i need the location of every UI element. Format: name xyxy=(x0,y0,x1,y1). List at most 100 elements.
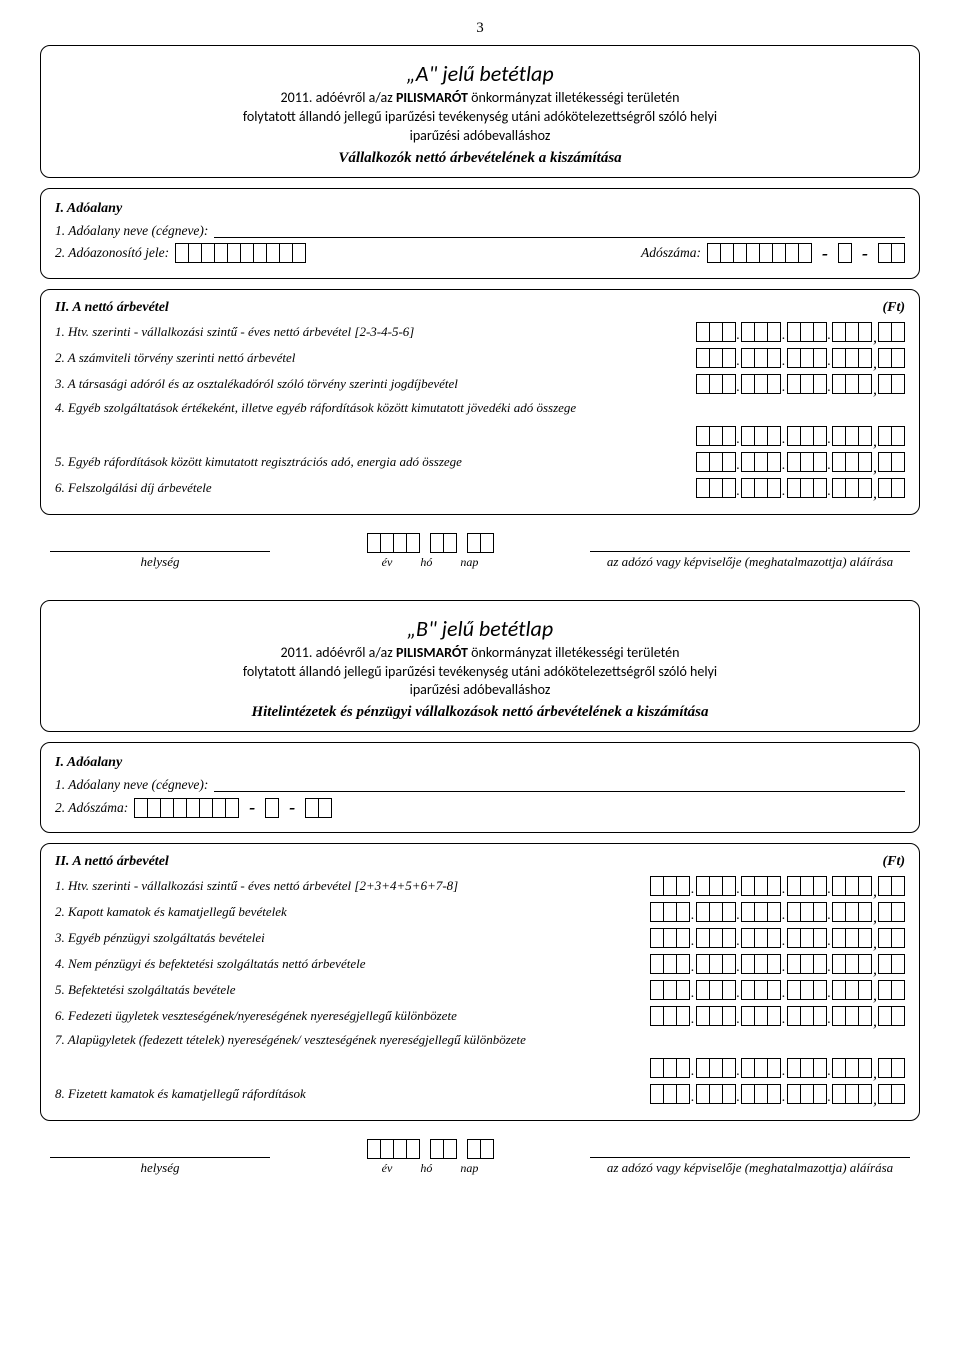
form-a-section1: I. Adóalany 1. Adóalany neve (cégneve): … xyxy=(40,188,920,279)
sig-place: helység xyxy=(50,554,270,570)
value-row: 4. Nem pénzügyi és befektetési szolgálta… xyxy=(55,954,905,974)
form-a-section2: II. A nettó árbevétel (Ft) 1. Htv. szeri… xyxy=(40,289,920,515)
value-row: 3. A társasági adóról és az osztalékadór… xyxy=(55,374,905,394)
value-row: 7. Alapügyletek (fedezett tételek) nyere… xyxy=(55,1032,905,1048)
sig-signer: az adózó vagy képviselője (meghatalmazot… xyxy=(590,1160,910,1176)
tax-boxes-1[interactable] xyxy=(134,798,239,818)
row-label: 1. Htv. szerinti - vállalkozási szintű -… xyxy=(55,878,640,894)
s1-heading: I. Adóalany xyxy=(55,201,905,217)
s2-heading: II. A nettó árbevétel xyxy=(55,300,169,316)
amount-boxes[interactable]: ..., xyxy=(696,348,906,368)
name-field[interactable]: 1. Adóalany neve (cégneve): xyxy=(55,777,905,793)
amount-boxes[interactable]: ...., xyxy=(650,1058,905,1078)
s2-heading: II. A nettó árbevétel xyxy=(55,854,169,870)
value-row: 5. Befektetési szolgáltatás bevétele....… xyxy=(55,980,905,1000)
s2-unit: (Ft) xyxy=(882,300,905,316)
amount-boxes[interactable]: ..., xyxy=(696,322,906,342)
lbl-year: év xyxy=(382,555,393,570)
dash: - xyxy=(858,243,872,264)
row-label: 5. Befektetési szolgáltatás bevétele xyxy=(55,982,640,998)
tax-label: Adószáma: xyxy=(641,245,701,261)
row-label: 7. Alapügyletek (fedezett tételek) nyere… xyxy=(55,1032,905,1048)
row-label: 6. Fedezeti ügyletek veszteségének/nyere… xyxy=(55,1008,640,1024)
dash: - xyxy=(818,243,832,264)
name-underline[interactable] xyxy=(214,224,905,238)
subtitle-l3: iparűzési adóbevalláshoz xyxy=(410,127,551,144)
sig-signer: az adózó vagy képviselője (meghatalmazot… xyxy=(590,554,910,570)
value-row: 3. Egyéb pénzügyi szolgáltatás bevételei… xyxy=(55,928,905,948)
form-b-section1: I. Adóalany 1. Adóalany neve (cégneve): … xyxy=(40,742,920,833)
tax-boxes-3[interactable] xyxy=(305,798,332,818)
subtitle-l2: folytatott állandó jellegű iparűzési tev… xyxy=(243,663,717,680)
dash: - xyxy=(285,797,299,818)
s1-heading: I. Adóalany xyxy=(55,755,905,771)
value-row: 4. Egyéb szolgáltatások értékeként, ille… xyxy=(55,400,905,416)
value-row: 6. Felszolgálási díj árbevétele..., xyxy=(55,478,905,498)
tax-boxes-3[interactable] xyxy=(878,243,905,263)
row-label: 4. Nem pénzügyi és befektetési szolgálta… xyxy=(55,956,640,972)
value-row: 5. Egyéb ráfordítások között kimutatott … xyxy=(55,452,905,472)
amount-boxes[interactable]: ..., xyxy=(696,478,906,498)
row-label: 1. Htv. szerinti - vállalkozási szintű -… xyxy=(55,324,686,340)
id-fields: 2. Adóazonosító jele: Adószáma: - - xyxy=(55,243,905,264)
day-boxes[interactable] xyxy=(467,533,494,553)
tax-boxes-1[interactable] xyxy=(707,243,812,263)
month-boxes[interactable] xyxy=(430,1139,457,1159)
form-b-title: „B" jelű betétlap xyxy=(55,615,905,642)
amount-boxes[interactable]: ..., xyxy=(696,374,906,394)
day-boxes[interactable] xyxy=(467,1139,494,1159)
tax-label: 2. Adószáma: xyxy=(55,800,128,816)
amount-boxes[interactable]: ...., xyxy=(650,980,905,1000)
value-row: 8. Fizetett kamatok és kamatjellegű ráfo… xyxy=(55,1084,905,1104)
row-label: 6. Felszolgálási díj árbevétele xyxy=(55,480,686,496)
lbl-year: év xyxy=(382,1161,393,1176)
form-b-subtitle: 2011. adóévről a/az PILISMARÓT önkormány… xyxy=(55,644,905,701)
row-label: 3. A társasági adóról és az osztalékadór… xyxy=(55,376,686,392)
value-row-amount: ..., xyxy=(55,426,905,446)
row-label: 5. Egyéb ráfordítások között kimutatott … xyxy=(55,454,686,470)
lbl-day: nap xyxy=(460,1161,478,1176)
row-label: 3. Egyéb pénzügyi szolgáltatás bevételei xyxy=(55,930,640,946)
subtitle-l3: iparűzési adóbevalláshoz xyxy=(410,681,551,698)
subtitle-post: önkormányzat illetékességi területén xyxy=(468,89,680,106)
name-field[interactable]: 1. Adóalany neve (cégneve): xyxy=(55,223,905,239)
form-a-title: „A" jelű betétlap xyxy=(55,60,905,87)
form-a-subtitle: 2011. adóévről a/az PILISMARÓT önkormány… xyxy=(55,89,905,146)
year-boxes[interactable] xyxy=(367,533,420,553)
amount-boxes[interactable]: ...., xyxy=(650,1006,905,1026)
lbl-month: hó xyxy=(420,1161,432,1176)
row-label: 2. Kapott kamatok és kamatjellegű bevéte… xyxy=(55,904,640,920)
month-boxes[interactable] xyxy=(430,533,457,553)
value-row: 2. A számviteli törvény szerinti nettó á… xyxy=(55,348,905,368)
amount-boxes[interactable]: ...., xyxy=(650,1084,905,1104)
value-row: 1. Htv. szerinti - vállalkozási szintű -… xyxy=(55,876,905,896)
amount-boxes[interactable]: ...., xyxy=(650,928,905,948)
amount-boxes[interactable]: ...., xyxy=(650,902,905,922)
form-a-header: „A" jelű betétlap 2011. adóévről a/az PI… xyxy=(40,45,920,178)
amount-boxes[interactable]: ..., xyxy=(696,452,906,472)
amount-boxes[interactable]: ...., xyxy=(650,876,905,896)
date-col[interactable]: év hó nap xyxy=(367,533,494,570)
name-label: 1. Adóalany neve (cégneve): xyxy=(55,777,208,793)
value-row-amount: ...., xyxy=(55,1058,905,1078)
value-row: 1. Htv. szerinti - vállalkozási szintű -… xyxy=(55,322,905,342)
form-a-rows: 1. Htv. szerinti - vállalkozási szintű -… xyxy=(55,322,905,498)
tax-boxes-2[interactable] xyxy=(838,243,852,263)
lbl-month: hó xyxy=(420,555,432,570)
year-boxes[interactable] xyxy=(367,1139,420,1159)
tax-boxes-2[interactable] xyxy=(265,798,279,818)
row-label: 8. Fizetett kamatok és kamatjellegű ráfo… xyxy=(55,1086,640,1102)
subtitle-l2: folytatott állandó jellegű iparűzési tev… xyxy=(243,108,717,125)
row-label: 2. A számviteli törvény szerinti nettó á… xyxy=(55,350,686,366)
id-boxes[interactable] xyxy=(175,243,306,263)
amount-boxes[interactable]: ..., xyxy=(696,426,906,446)
name-underline[interactable] xyxy=(214,778,905,792)
subtitle-bold: PILISMARÓT xyxy=(396,89,468,106)
date-col[interactable]: év hó nap xyxy=(367,1139,494,1176)
subtitle-pre: 2011. adóévről a/az xyxy=(281,89,396,106)
lbl-day: nap xyxy=(460,555,478,570)
name-label: 1. Adóalany neve (cégneve): xyxy=(55,223,208,239)
amount-boxes[interactable]: ...., xyxy=(650,954,905,974)
s2-unit: (Ft) xyxy=(882,854,905,870)
subtitle-post: önkormányzat illetékességi területén xyxy=(468,644,680,661)
